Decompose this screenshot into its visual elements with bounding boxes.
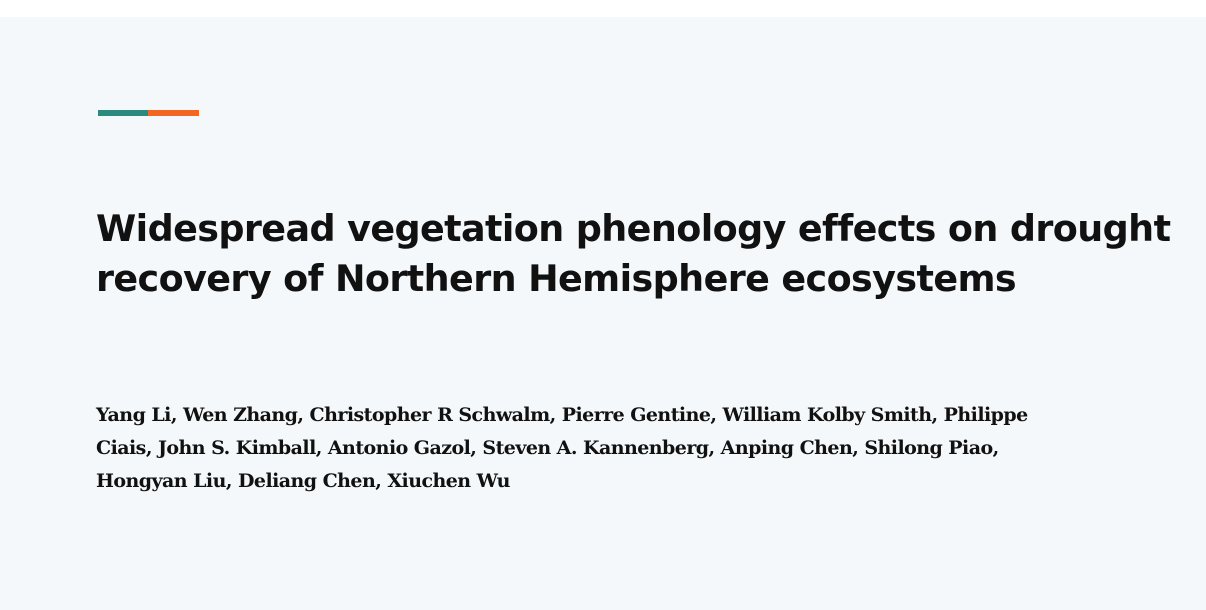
title-line: Widespread vegetation phenology effects … [96, 207, 1171, 250]
author-list: Yang Li, Wen Zhang, Christopher R Schwal… [96, 399, 1176, 498]
title-line: recovery of Northern Hemisphere ecosyste… [96, 257, 1017, 300]
author-line: Hongyan Liu, Deliang Chen, Xiuchen Wu [96, 470, 510, 492]
accent-bar-teal [98, 110, 148, 116]
slide-title: Widespread vegetation phenology effects … [96, 204, 1196, 304]
accent-bar-orange [148, 110, 199, 116]
author-line: Ciais, John S. Kimball, Antonio Gazol, S… [96, 437, 999, 459]
slide: Widespread vegetation phenology effects … [0, 17, 1206, 610]
accent-bar [98, 110, 199, 116]
author-line: Yang Li, Wen Zhang, Christopher R Schwal… [96, 404, 1028, 426]
